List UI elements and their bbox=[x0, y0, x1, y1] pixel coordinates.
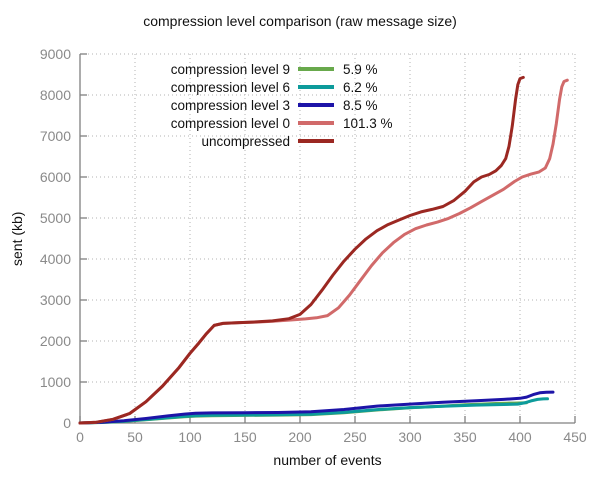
x-tick-label: 0 bbox=[76, 429, 84, 445]
legend-label: compression level 0 bbox=[170, 115, 290, 131]
legend-label: compression level 3 bbox=[170, 97, 290, 113]
legend-item-compression-level-0: compression level 0 101.3 % bbox=[94, 114, 393, 132]
x-tick-label: 450 bbox=[563, 429, 587, 445]
y-tick-label: 7000 bbox=[40, 128, 71, 144]
legend-item-compression-level-9: compression level 9 5.9 % bbox=[94, 60, 393, 78]
legend-line-swatch bbox=[298, 67, 334, 71]
y-tick-label: 3000 bbox=[40, 292, 71, 308]
legend-label: compression level 6 bbox=[170, 79, 290, 95]
y-tick-label: 9000 bbox=[40, 46, 71, 62]
x-tick-label: 300 bbox=[398, 429, 422, 445]
legend-ratio-value: 5.9 % bbox=[343, 61, 378, 77]
series-line-uncompressed bbox=[78, 75, 525, 425]
legend-ratio-value: 6.2 % bbox=[343, 79, 378, 95]
legend-label: uncompressed bbox=[201, 133, 290, 149]
legend-item-compression-level-6: compression level 6 6.2 % bbox=[94, 78, 393, 96]
series-line-compression-level-6 bbox=[78, 397, 549, 425]
legend-ratio-value: 8.5 % bbox=[343, 97, 378, 113]
y-tick-label: 4000 bbox=[40, 251, 71, 267]
legend: compression level 9 5.9 % compression leve… bbox=[94, 60, 393, 150]
legend-line-swatch bbox=[298, 121, 334, 125]
legend-ratio-value: 101.3 % bbox=[343, 115, 393, 131]
chart-title: compression level comparison (raw messag… bbox=[143, 13, 457, 29]
x-tick-label: 250 bbox=[343, 429, 367, 445]
x-axis-title: number of events bbox=[273, 452, 382, 468]
x-tick-label: 400 bbox=[508, 429, 532, 445]
y-tick-label: 1000 bbox=[40, 374, 71, 390]
y-tick-label: 0 bbox=[63, 415, 71, 431]
x-tick-label: 350 bbox=[453, 429, 477, 445]
x-tick-label: 50 bbox=[127, 429, 143, 445]
legend-item-uncompressed: uncompressed bbox=[94, 132, 393, 150]
y-tick-label: 2000 bbox=[40, 333, 71, 349]
x-tick-label: 200 bbox=[288, 429, 312, 445]
legend-line-swatch bbox=[298, 85, 334, 89]
legend-line-swatch bbox=[298, 103, 334, 107]
legend-label: compression level 9 bbox=[170, 61, 290, 77]
legend-item-compression-level-3: compression level 3 8.5 % bbox=[94, 96, 393, 114]
legend-line-swatch bbox=[298, 139, 334, 143]
x-tick-label: 150 bbox=[233, 429, 257, 445]
x-tick-label: 100 bbox=[178, 429, 202, 445]
y-tick-label: 6000 bbox=[40, 169, 71, 185]
y-tick-label: 8000 bbox=[40, 87, 71, 103]
y-tick-label: 5000 bbox=[40, 210, 71, 226]
series-line-compression-level-3 bbox=[78, 390, 555, 425]
